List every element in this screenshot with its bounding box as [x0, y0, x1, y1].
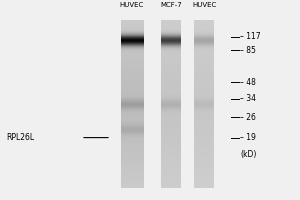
Text: RPL26L: RPL26L — [6, 133, 34, 142]
Text: – 117: – 117 — [240, 32, 261, 41]
Text: (kD): (kD) — [240, 150, 256, 159]
Text: – 48: – 48 — [240, 78, 256, 87]
Text: HUVEC: HUVEC — [120, 2, 144, 8]
Text: – 34: – 34 — [240, 94, 256, 103]
Text: – 19: – 19 — [240, 133, 256, 142]
Text: – 85: – 85 — [240, 46, 256, 55]
Text: HUVEC: HUVEC — [192, 2, 216, 8]
Text: MCF-7: MCF-7 — [160, 2, 182, 8]
Text: – 26: – 26 — [240, 113, 256, 122]
